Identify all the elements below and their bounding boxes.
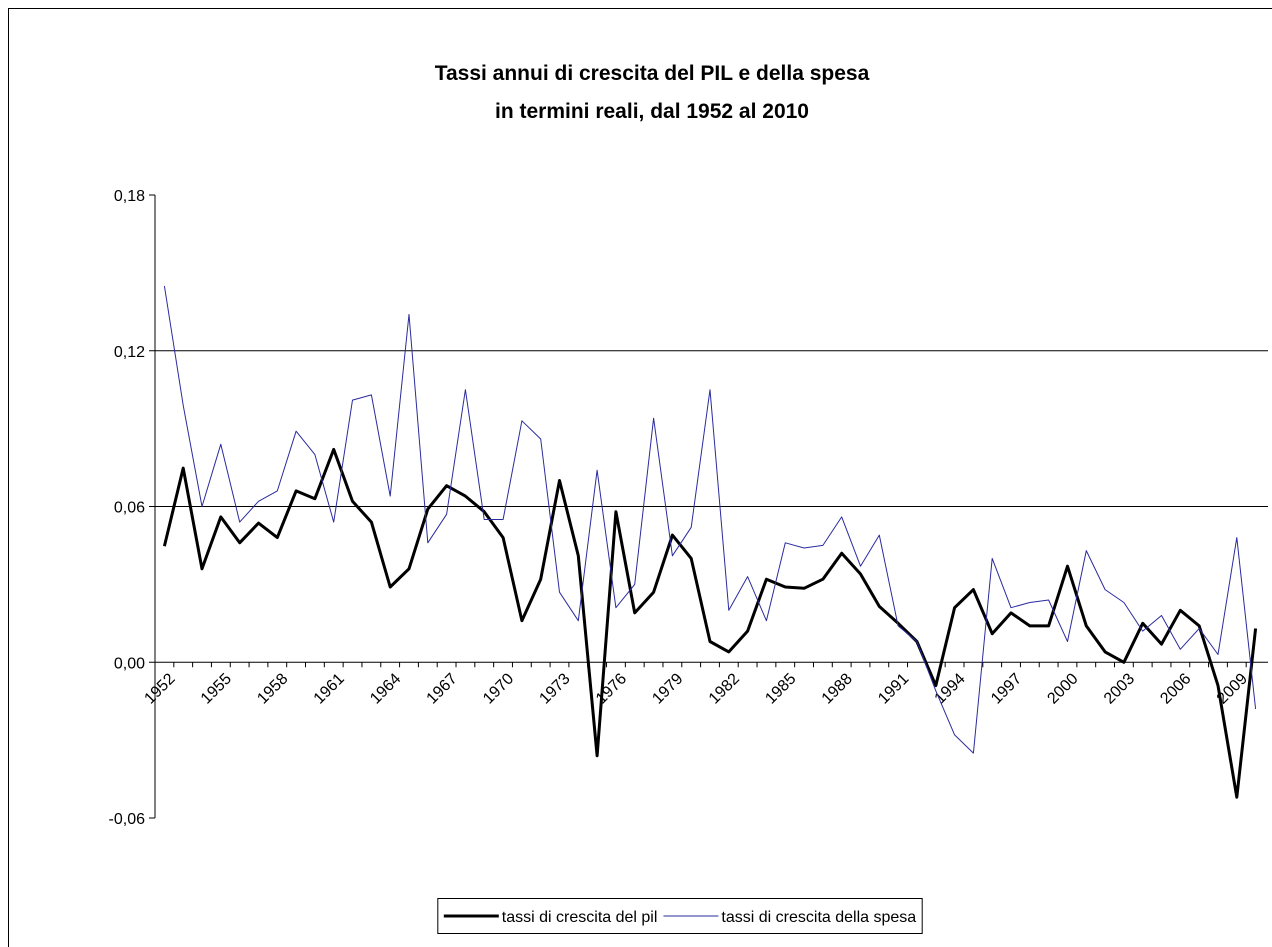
series-line [163, 285, 1257, 754]
y-tick-label: 0,00 [114, 655, 145, 672]
legend-label: tassi di crescita del pil [502, 909, 658, 926]
legend: tassi di crescita del pil tassi di cresci… [437, 898, 923, 934]
y-tick-label: 0,18 [114, 188, 145, 205]
chart-title: Tassi annui di crescita del PIL e della … [435, 62, 870, 85]
chart-title: in termini reali, dal 1952 al 2010 [495, 100, 809, 123]
series-line [162, 447, 1258, 799]
chart-frame [8, 8, 1272, 947]
legend-label: tassi di crescita della spesa [721, 909, 916, 926]
y-tick-label: 0,12 [114, 344, 145, 361]
y-tick-label: -0,06 [109, 811, 146, 828]
y-tick-label: 0,06 [114, 500, 145, 517]
